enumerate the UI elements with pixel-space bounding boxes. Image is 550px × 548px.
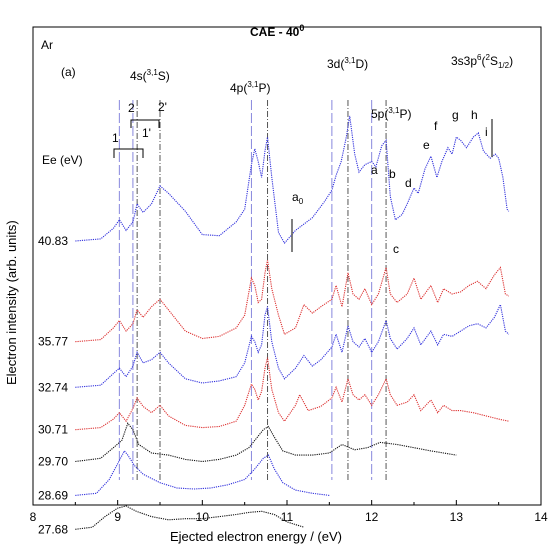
y-axis-title: Electron intensity (arb. units) [4, 220, 19, 385]
series-line-32.74 [75, 302, 510, 388]
bracket-1 [113, 148, 144, 158]
annotation-f: f [434, 119, 438, 133]
x-tick-label-10: 10 [196, 510, 210, 524]
panel-label: (a) [61, 65, 76, 79]
series-group [75, 115, 510, 530]
series-labels: 40.83 35.77 32.74 30.71 29.70 28.69 27.68 [38, 234, 68, 536]
series-label-27.68: 27.68 [38, 522, 68, 536]
series-line-28.69 [75, 449, 330, 496]
energy-header: Ee (eV) [42, 153, 83, 167]
element-label: Ar [41, 38, 53, 52]
annotation-i: i [485, 125, 488, 139]
bracket-2 [130, 119, 160, 128]
annotation-a0: a0 [292, 190, 304, 206]
x-tick-label-11: 11 [281, 510, 294, 524]
chart-title: CAE - 400 [250, 23, 304, 39]
annotation-3d: 3d(3,1D) [327, 56, 368, 71]
annotation-e: e [423, 138, 430, 152]
annotation-2: 2 [128, 101, 135, 115]
series-line-27.68 [75, 505, 305, 530]
annotation-h: h [471, 108, 478, 122]
annotation-4s: 4s(3,1S) [130, 68, 170, 83]
series-line-29.70 [75, 422, 457, 463]
series-label-29.70: 29.70 [38, 454, 68, 468]
series-label-32.74: 32.74 [38, 380, 68, 394]
x-ticks: 8 9 10 11 12 13 14 [30, 500, 548, 524]
annotation-2p: 2' [158, 100, 167, 114]
annotation-g: g [452, 108, 459, 122]
series-label-35.77: 35.77 [38, 335, 68, 349]
series-label-40.83: 40.83 [38, 234, 68, 248]
annotation-a: a [371, 163, 378, 177]
x-tick-label-14: 14 [534, 510, 548, 524]
annotation-4p: 4p(3,1P) [230, 80, 270, 95]
x-tick-label-8: 8 [30, 510, 37, 524]
annotation-1: 1 [112, 131, 119, 145]
bracket-group [113, 119, 493, 252]
annotation-d: d [405, 176, 412, 190]
plot-frame [32, 26, 542, 506]
annotation-3s3p: 3s3p6(2S1/2) [451, 53, 513, 70]
annotation-c: c [393, 242, 399, 256]
x-axis-title: Ejected electron energy / (eV) [170, 529, 342, 544]
x-tick-label-9: 9 [114, 510, 121, 524]
x-tick-label-13: 13 [450, 510, 464, 524]
annotation-5p: 5p(3,1P) [371, 106, 411, 121]
series-label-28.69: 28.69 [38, 488, 68, 502]
annotation-1p: 1' [142, 126, 151, 140]
series-line-30.71 [75, 357, 509, 431]
x-tick-label-12: 12 [365, 510, 379, 524]
series-line-35.77 [75, 259, 510, 343]
reference-lines [118, 100, 387, 480]
annotation-b: b [389, 167, 396, 181]
series-label-30.71: 30.71 [38, 423, 68, 437]
